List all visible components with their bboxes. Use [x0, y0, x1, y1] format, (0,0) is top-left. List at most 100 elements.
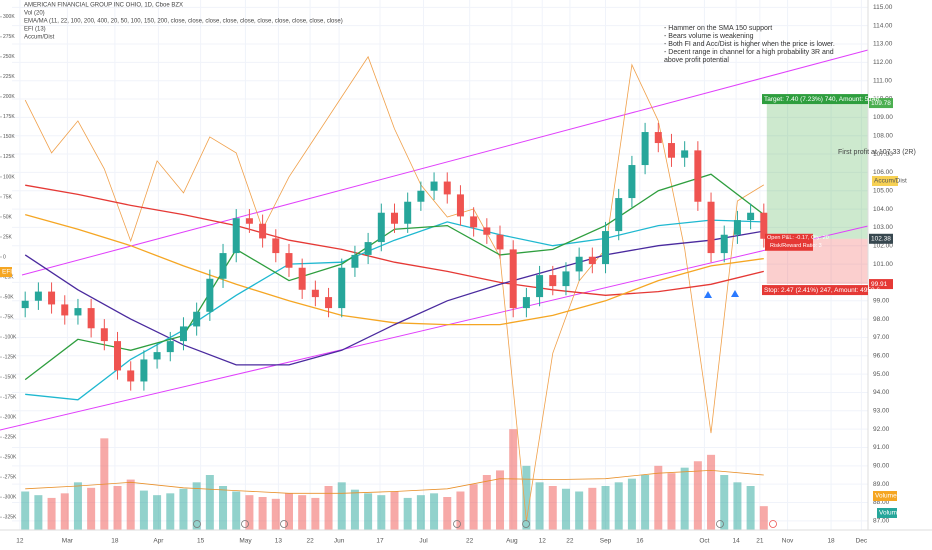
x-tick-label: Sep — [600, 538, 612, 545]
candle-body — [404, 201, 412, 224]
candle-body — [443, 181, 451, 195]
event-markers — [193, 520, 777, 528]
x-tick-label: 14 — [732, 538, 740, 545]
tag-label: 102.38 — [871, 235, 891, 242]
y2-tick-label: -175K — [3, 394, 17, 400]
y2-tick-label: -50K — [3, 294, 14, 300]
y-tick-label: 107.00 — [873, 151, 893, 158]
volume-bar — [166, 493, 175, 530]
x-tick-label: 16 — [636, 538, 644, 545]
volume-bar — [390, 491, 399, 530]
ma-line — [24, 230, 764, 366]
volume-bar — [87, 487, 96, 530]
volume-bar — [403, 497, 412, 530]
pnl-label: Open P&L: -0.17, Qty: 20 — [767, 235, 829, 241]
volume-bar — [179, 488, 188, 530]
volume-bar — [720, 475, 729, 530]
y2-tick-label: 275K — [3, 34, 15, 40]
volume-bar — [654, 465, 663, 530]
candle-body — [747, 212, 755, 221]
candle-body — [602, 231, 610, 265]
volume-bar — [575, 491, 584, 530]
indicator-legend: Vol (20) — [24, 11, 45, 17]
y-tick-label: 98.00 — [873, 316, 890, 323]
candle-body — [522, 297, 530, 309]
volume-bar — [482, 475, 491, 530]
y-tick-label: 112.00 — [873, 59, 893, 66]
y-tick-label: 90.00 — [873, 463, 890, 470]
y2-tick-label: -125K — [3, 354, 17, 360]
candle-body — [760, 212, 768, 239]
candle-body — [456, 194, 464, 217]
volume-bar — [47, 497, 56, 530]
candle-body — [21, 300, 29, 309]
volume-bar — [443, 497, 452, 530]
target-zone — [766, 103, 868, 239]
x-tick-label: 17 — [376, 538, 384, 545]
candle-body — [311, 289, 319, 298]
volume-ma-line — [25, 469, 764, 494]
volume-bar — [153, 495, 162, 530]
y2-tick-label: -150K — [3, 374, 17, 380]
y-tick-label: 91.00 — [873, 444, 890, 451]
x-tick-label: 22 — [306, 538, 314, 545]
candle-body — [733, 220, 741, 235]
x-tick-label: Oct — [699, 538, 709, 545]
y2-tick-label: 300K — [3, 14, 15, 20]
volume-bar — [456, 491, 465, 530]
candle-body — [232, 218, 240, 254]
x-tick-label: Jul — [419, 538, 428, 545]
volume-bar — [469, 484, 478, 530]
signal-arrow — [731, 290, 739, 297]
candle-body — [34, 291, 42, 301]
y2-tick-label: 150K — [3, 134, 15, 140]
tag-box — [877, 508, 897, 518]
x-tick-label: Aug — [506, 538, 518, 545]
y-tick-label: 95.00 — [873, 371, 890, 378]
volume-bars — [21, 429, 768, 530]
volume-bar — [548, 486, 557, 530]
y-tick-label: 115.00 — [873, 4, 893, 11]
volume-bar — [693, 461, 702, 530]
candle-body — [179, 326, 187, 342]
candle-body — [272, 238, 280, 254]
candle-body — [87, 308, 95, 329]
candle-body — [536, 275, 544, 298]
y-tick-label: 96.00 — [873, 352, 890, 359]
x-tick-label: 18 — [827, 538, 835, 545]
candle-body — [153, 352, 161, 360]
volume-bar — [245, 495, 254, 530]
y-tick-label: 93.00 — [873, 408, 890, 415]
tag-box — [869, 98, 893, 109]
volume-bar — [707, 454, 716, 530]
candle-body — [298, 267, 306, 290]
candle-body — [245, 218, 253, 224]
x-tick-label: 21 — [756, 538, 764, 545]
y-tick-label: 97.00 — [873, 334, 890, 341]
y-tick-label: 94.00 — [873, 389, 890, 396]
x-tick-label: 15 — [197, 538, 205, 545]
first-profit-note: First profit at 107.33 (2R) — [838, 149, 916, 156]
moving-averages — [24, 173, 765, 401]
volume-bar — [522, 465, 531, 530]
ma-line — [25, 213, 764, 326]
y-tick-label: 102.00 — [873, 242, 893, 249]
volume-bar — [364, 493, 373, 530]
candle-body — [74, 308, 82, 316]
volume-bar — [311, 497, 320, 530]
candle-body — [206, 278, 214, 312]
ma-line — [25, 219, 764, 401]
indicator-legend: EMA/MA (11, 22, 100, 200, 400, 20, 50, 1… — [24, 19, 343, 25]
chart-title: AMERICAN FINANCIAL GROUP INC OHIO, 1D, C… — [24, 3, 183, 9]
volume-bar — [627, 478, 636, 530]
candle-body — [114, 341, 122, 371]
candle-body — [61, 304, 69, 316]
candle-body — [338, 267, 346, 309]
y-tick-label: 108.00 — [873, 132, 893, 139]
x-tick-label: 12 — [16, 538, 24, 545]
y-tick-label: 105.00 — [873, 187, 893, 194]
y2-tick-label: -75K — [3, 314, 14, 320]
tag-box — [869, 233, 893, 244]
x-tick-label: Apr — [153, 538, 164, 545]
